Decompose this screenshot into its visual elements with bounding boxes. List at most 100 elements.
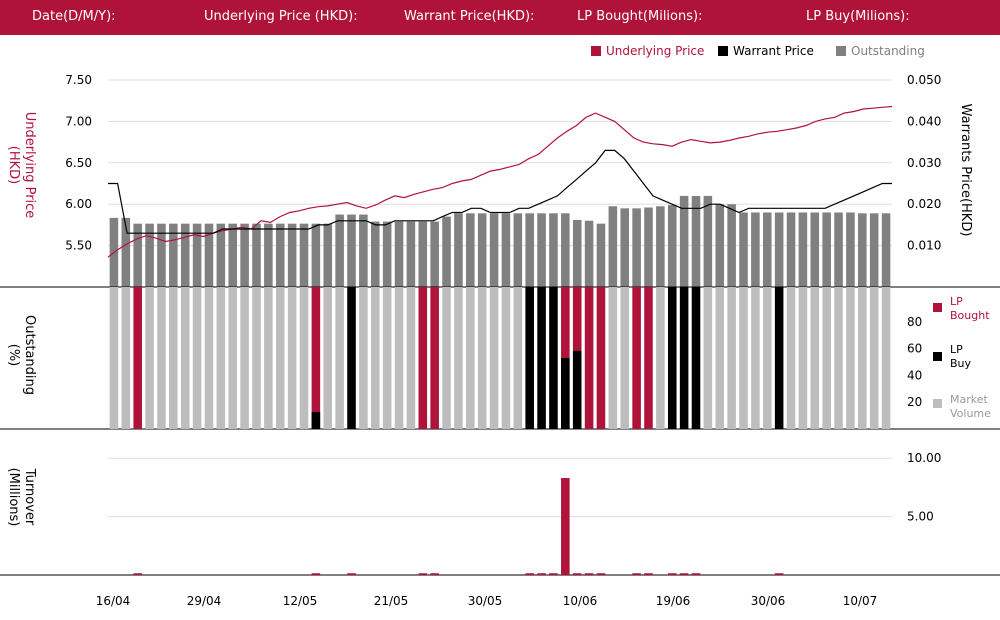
underlying-tick-label: 6.50	[65, 156, 92, 170]
outstanding-bar	[394, 221, 404, 287]
warrant-tick-label: 0.050	[907, 73, 941, 87]
outstanding-bar	[810, 212, 820, 287]
market-volume-bar	[501, 287, 511, 429]
turnover-tick-label: 10.00	[907, 451, 941, 465]
market-volume-bar	[489, 287, 499, 429]
market-volume-bar	[620, 287, 630, 429]
outstanding-bar	[549, 213, 558, 287]
market-volume-bar	[204, 287, 214, 429]
outstanding-bar	[667, 205, 677, 287]
warrant-tick-label: 0.010	[907, 239, 941, 253]
market-volume-bar	[169, 287, 178, 429]
market-volume-bar	[335, 287, 344, 429]
market-volume-legend-1: Market	[950, 393, 988, 406]
outstanding-bar	[691, 195, 701, 287]
turnover-bar	[691, 573, 701, 575]
turnover-bar	[430, 573, 439, 575]
outstanding-bar	[572, 219, 582, 287]
outstanding-bar	[489, 213, 499, 287]
market-volume-bar	[513, 287, 523, 429]
outstanding-bar	[608, 206, 618, 287]
market-volume-bar	[751, 287, 760, 429]
lp-buy-bar	[774, 287, 784, 429]
mid-legend: LP Bought LP Buy Market Volume	[933, 295, 991, 420]
lp-buy-legend-2: Buy	[950, 357, 972, 370]
outstanding-bar	[287, 223, 297, 287]
market-volume-bar	[739, 287, 748, 429]
warrant-price-line	[108, 149, 892, 234]
turnover-bar	[311, 573, 321, 575]
market-volume-bar	[109, 287, 119, 429]
market-volume-bar	[786, 287, 796, 429]
warrant-tick-label: 0.020	[907, 197, 941, 211]
warrant-tick-label: 0.040	[907, 114, 941, 128]
market-volume-bar	[762, 287, 772, 429]
turnover-bar	[774, 573, 784, 575]
outstanding-bar	[739, 212, 748, 287]
underlying-tick-label: 7.00	[65, 114, 92, 128]
outstanding-bar	[561, 213, 570, 287]
outstanding-bar	[311, 223, 321, 287]
outstanding-bar	[537, 213, 546, 287]
outstanding-bar	[169, 223, 178, 287]
turnover-bar	[572, 573, 582, 575]
market-volume-bar	[275, 287, 285, 429]
market-volume-legend-2: Volume	[950, 407, 991, 420]
x-tick-label: 21/05	[374, 594, 409, 608]
outstanding-bar	[513, 213, 523, 287]
legend-underlying-swatch	[591, 46, 601, 56]
market-volume-bar	[822, 287, 831, 429]
outstanding-bar	[275, 223, 285, 287]
lp-buy-swatch	[933, 352, 942, 361]
outstanding-bar	[192, 223, 202, 287]
market-volume-bar	[252, 287, 261, 429]
lp-bought-bar	[311, 287, 321, 429]
lp-buy-label: LP Buy(Milions):	[806, 9, 910, 24]
outstanding-bar	[418, 221, 428, 287]
market-volume-bar	[216, 287, 226, 429]
market-volume-bar	[180, 287, 190, 429]
outstanding-bar	[644, 207, 653, 287]
market-volume-bar	[454, 287, 463, 429]
legend-warrant-text: Warrant Price	[733, 44, 814, 58]
outstanding-bar	[121, 217, 131, 287]
outstanding-bar	[822, 212, 831, 287]
market-volume-bar	[846, 287, 855, 429]
turnover-bar	[632, 573, 641, 575]
market-volume-bar	[869, 287, 879, 429]
market-volume-bar	[240, 287, 249, 429]
x-tick-label: 30/05	[468, 594, 503, 608]
x-tick-label: 10/06	[563, 594, 598, 608]
x-tick-label: 16/04	[96, 594, 131, 608]
lp-bought-bar	[584, 287, 594, 429]
lp-bought-bar	[644, 287, 653, 429]
charts-svg: Underlying Price Warrant Price Outstandi…	[0, 44, 1000, 608]
turnover-bar	[525, 573, 534, 575]
market-volume-bar	[881, 287, 891, 429]
outstanding-bar	[466, 213, 475, 287]
outstanding-bar	[656, 206, 665, 287]
outstanding-tick-label: 60	[907, 342, 922, 356]
lp-buy-bar	[549, 287, 558, 429]
outstanding-bar	[858, 213, 867, 287]
outstanding-tick-label: 40	[907, 368, 922, 382]
market-volume-swatch	[933, 399, 942, 408]
outstanding-bar	[442, 216, 451, 287]
legend-underlying-text: Underlying Price	[606, 44, 704, 58]
underlying-price-label: Underlying Price (HKD):	[204, 9, 358, 24]
underlying-axis-unit: (HKD)	[6, 146, 21, 184]
market-volume-bar	[192, 287, 202, 429]
underlying-tick-label: 5.50	[65, 239, 92, 253]
market-volume-bar	[466, 287, 475, 429]
outstanding-bar	[596, 223, 606, 287]
header-bar: Date(D/M/Y): Underlying Price (HKD): War…	[0, 0, 1000, 35]
lp-bought-bar	[430, 287, 439, 429]
underlying-axis-title: Underlying Price	[22, 112, 37, 219]
turnover-bar	[133, 573, 142, 575]
lp-bought-bar	[418, 287, 428, 429]
outstanding-axis-unit: (%)	[6, 344, 21, 367]
outstanding-bar	[762, 212, 772, 287]
market-volume-bar	[157, 287, 166, 429]
underlying-tick-label: 7.50	[65, 73, 92, 87]
x-tick-label: 29/04	[187, 594, 222, 608]
